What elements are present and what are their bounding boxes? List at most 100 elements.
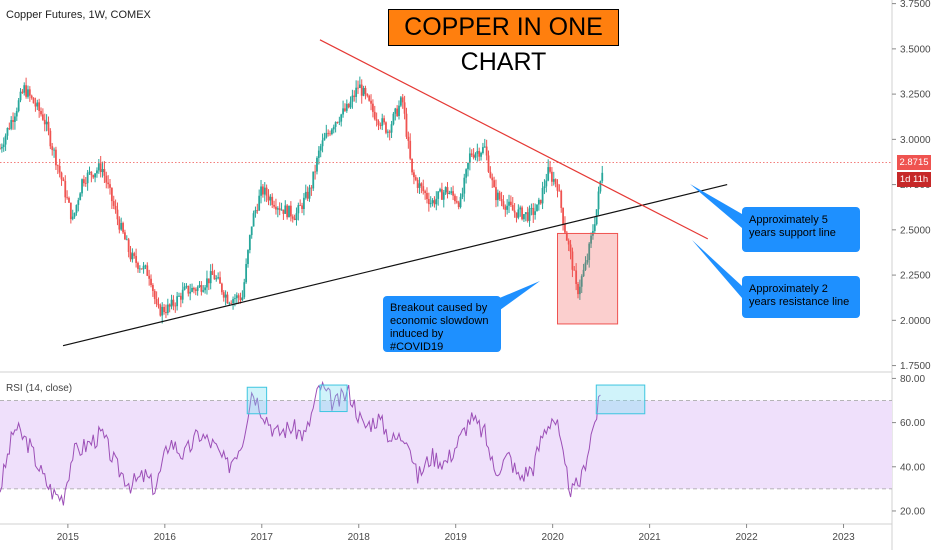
- breakout-callout-pointer: [490, 281, 540, 310]
- candle-body-303: [564, 223, 566, 233]
- candle-body-21: [38, 102, 41, 112]
- candle-body-164: [304, 191, 307, 198]
- candle-body-92: [170, 299, 173, 307]
- candle-body-125: [232, 299, 234, 304]
- candle-body-283: [526, 212, 529, 221]
- rsi-tick-label-2: 60.00: [900, 418, 925, 429]
- candle-body-227: [422, 186, 425, 192]
- candle-body-217: [403, 102, 406, 114]
- time-tick-label-3: 2018: [348, 532, 371, 543]
- candle-body-31: [56, 165, 59, 167]
- candle-body-62: [114, 205, 117, 210]
- candle-body-0: [0, 148, 1, 150]
- candle-body-15: [27, 89, 29, 97]
- candle-body-16: [28, 89, 31, 96]
- candle-body-290: [539, 199, 542, 204]
- candle-body-255: [474, 153, 477, 158]
- candle-body-87: [161, 306, 164, 316]
- candle-body-295: [549, 167, 551, 172]
- candle-body-162: [301, 205, 303, 210]
- candle-body-179: [332, 126, 335, 130]
- candle-body-191: [355, 87, 358, 97]
- time-tick-label-6: 2021: [638, 532, 661, 543]
- candle-body-124: [230, 302, 233, 304]
- candle-body-268: [498, 192, 501, 200]
- candle-body-174: [323, 137, 326, 141]
- candle-body-244: [454, 195, 456, 202]
- time-tick-label-5: 2020: [542, 532, 565, 543]
- candle-body-30: [55, 149, 57, 166]
- candle-body-178: [330, 129, 333, 135]
- candle-body-197: [366, 93, 369, 96]
- candle-body-59: [109, 184, 111, 188]
- candle-body-108: [200, 285, 203, 292]
- candle-body-68: [125, 239, 128, 241]
- candle-body-308: [573, 269, 576, 271]
- candle-body-117: [217, 277, 220, 279]
- candle-body-301: [560, 190, 563, 208]
- candle-body-309: [575, 270, 578, 284]
- candle-body-129: [239, 297, 242, 301]
- candle-body-202: [375, 119, 378, 122]
- candle-body-169: [314, 171, 317, 173]
- breakout-callout: Breakout caused by economic slowdown ind…: [383, 296, 501, 353]
- candle-body-171: [317, 150, 320, 158]
- time-tick-label-0: 2015: [57, 532, 80, 543]
- candle-body-297: [552, 179, 555, 182]
- candle-body-98: [181, 289, 184, 300]
- candle-body-116: [215, 278, 218, 280]
- candle-body-90: [166, 304, 169, 314]
- candle-body-78: [144, 265, 147, 267]
- candle-body-5: [8, 128, 11, 129]
- candle-body-310: [577, 283, 579, 295]
- candle-body-321: [597, 191, 600, 210]
- candle-body-159: [295, 213, 298, 220]
- symbol-label: Copper Futures, 1W, COMEX: [6, 9, 151, 21]
- candle-body-204: [379, 124, 382, 126]
- last-price-tag: 2.8715: [897, 155, 931, 170]
- rsi-tick-label-0: 20.00: [900, 506, 925, 517]
- candle-body-77: [142, 265, 145, 270]
- candle-body-277: [515, 212, 518, 218]
- candle-body-29: [53, 149, 55, 151]
- candle-body-145: [269, 196, 272, 201]
- candle-body-305: [567, 240, 570, 245]
- countdown-tag: 1d 11h: [897, 172, 931, 187]
- candle-body-229: [426, 192, 428, 200]
- candle-body-189: [351, 95, 354, 102]
- candle-body-88: [163, 306, 165, 313]
- candle-body-65: [120, 223, 123, 230]
- candle-body-53: [97, 163, 100, 171]
- candle-body-20: [36, 102, 39, 107]
- candle-body-280: [521, 207, 523, 220]
- candle-body-226: [420, 183, 423, 187]
- candle-body-32: [58, 165, 61, 173]
- candle-body-17: [30, 95, 33, 98]
- rsi-label: RSI (14, close): [6, 383, 73, 394]
- candle-body-302: [562, 207, 564, 224]
- time-tick-label-2: 2017: [251, 532, 274, 543]
- time-tick-label-4: 2019: [445, 532, 468, 543]
- candle-body-103: [191, 287, 193, 292]
- candle-body-306: [569, 244, 572, 252]
- candle-body-256: [476, 151, 479, 154]
- candle-body-220: [409, 140, 412, 159]
- candle-body-237: [440, 189, 443, 200]
- candle-body-267: [496, 192, 499, 201]
- candle-body-165: [306, 191, 309, 199]
- candle-body-37: [68, 197, 70, 203]
- candle-body-275: [511, 205, 514, 211]
- candle-body-264: [491, 177, 494, 181]
- candle-body-18: [32, 97, 35, 104]
- breakout-zone: [557, 232, 619, 325]
- support-line: [62, 184, 728, 347]
- candle-body-269: [500, 199, 503, 202]
- candle-body-95: [176, 296, 179, 307]
- candle-body-247: [459, 196, 462, 208]
- candle-body-259: [482, 147, 484, 153]
- support-callout: Approximately 5 years support line: [742, 207, 860, 252]
- candle-body-296: [551, 171, 553, 182]
- candle-body-241: [448, 193, 451, 194]
- candle-body-216: [401, 97, 404, 103]
- candle-body-206: [383, 118, 385, 123]
